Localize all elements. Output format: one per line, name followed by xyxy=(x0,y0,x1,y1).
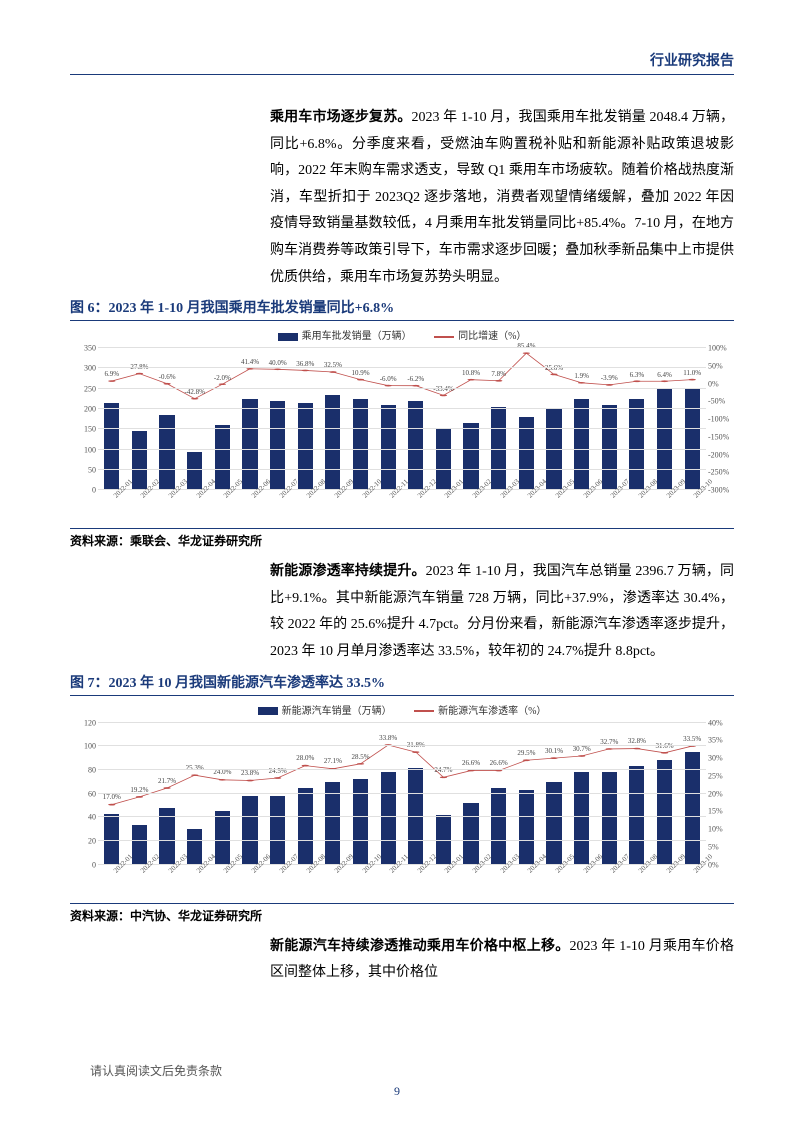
legend-bar-icon xyxy=(278,333,298,341)
figure7-source: 资料来源：中汽协、华龙证券研究所 xyxy=(70,903,734,924)
figure6-source: 资料来源：乘联会、华龙证券研究所 xyxy=(70,528,734,549)
page-header: 行业研究报告 xyxy=(70,50,734,75)
figure7-title: 图 7：2023 年 10 月我国新能源汽车渗透率达 33.5% xyxy=(70,672,734,696)
para3-lead: 新能源汽车持续渗透推动乘用车价格中枢上移。 xyxy=(270,939,569,954)
para1-lead: 乘用车市场逐步复苏。 xyxy=(270,110,412,125)
legend-line-icon xyxy=(434,336,454,338)
figure7-legend-line: 新能源汽车渗透率（%） xyxy=(438,706,546,717)
figure6-legend-bar: 乘用车批发销量（万辆） xyxy=(302,331,412,342)
figure7-legend: 新能源汽车销量（万辆） 新能源汽车渗透率（%） xyxy=(70,702,734,717)
figure6-title: 图 6：2023 年 1-10 月我国乘用车批发销量同比+6.8% xyxy=(70,297,734,321)
figure6-chart: 乘用车批发销量（万辆） 同比增速（%） 05010015020025030035… xyxy=(70,327,734,524)
paragraph-1: 乘用车市场逐步复苏。2023 年 1-10 月，我国乘用车批发销量 2048.4… xyxy=(270,105,734,291)
legend-bar-icon xyxy=(258,707,278,715)
figure7-chart: 新能源汽车销量（万辆） 新能源汽车渗透率（%） 020406080100120 … xyxy=(70,702,734,899)
paragraph-2: 新能源渗透率持续提升。2023 年 1-10 月，我国汽车总销量 2396.7 … xyxy=(270,559,734,665)
figure6-legend-line: 同比增速（%） xyxy=(458,331,526,342)
figure6-legend: 乘用车批发销量（万辆） 同比增速（%） xyxy=(70,327,734,342)
page-number: 9 xyxy=(0,1084,794,1099)
header-title: 行业研究报告 xyxy=(650,54,734,69)
para2-lead: 新能源渗透率持续提升。 xyxy=(270,564,426,579)
figure7-legend-bar: 新能源汽车销量（万辆） xyxy=(282,706,392,717)
footer-disclaimer: 请认真阅读文后免责条款 xyxy=(90,1062,222,1079)
para1-body: 2023 年 1-10 月，我国乘用车批发销量 2048.4 万辆，同比+6.8… xyxy=(270,110,734,285)
legend-line-icon xyxy=(414,710,434,712)
paragraph-3: 新能源汽车持续渗透推动乘用车价格中枢上移。2023 年 1-10 月乘用车价格区… xyxy=(270,934,734,987)
